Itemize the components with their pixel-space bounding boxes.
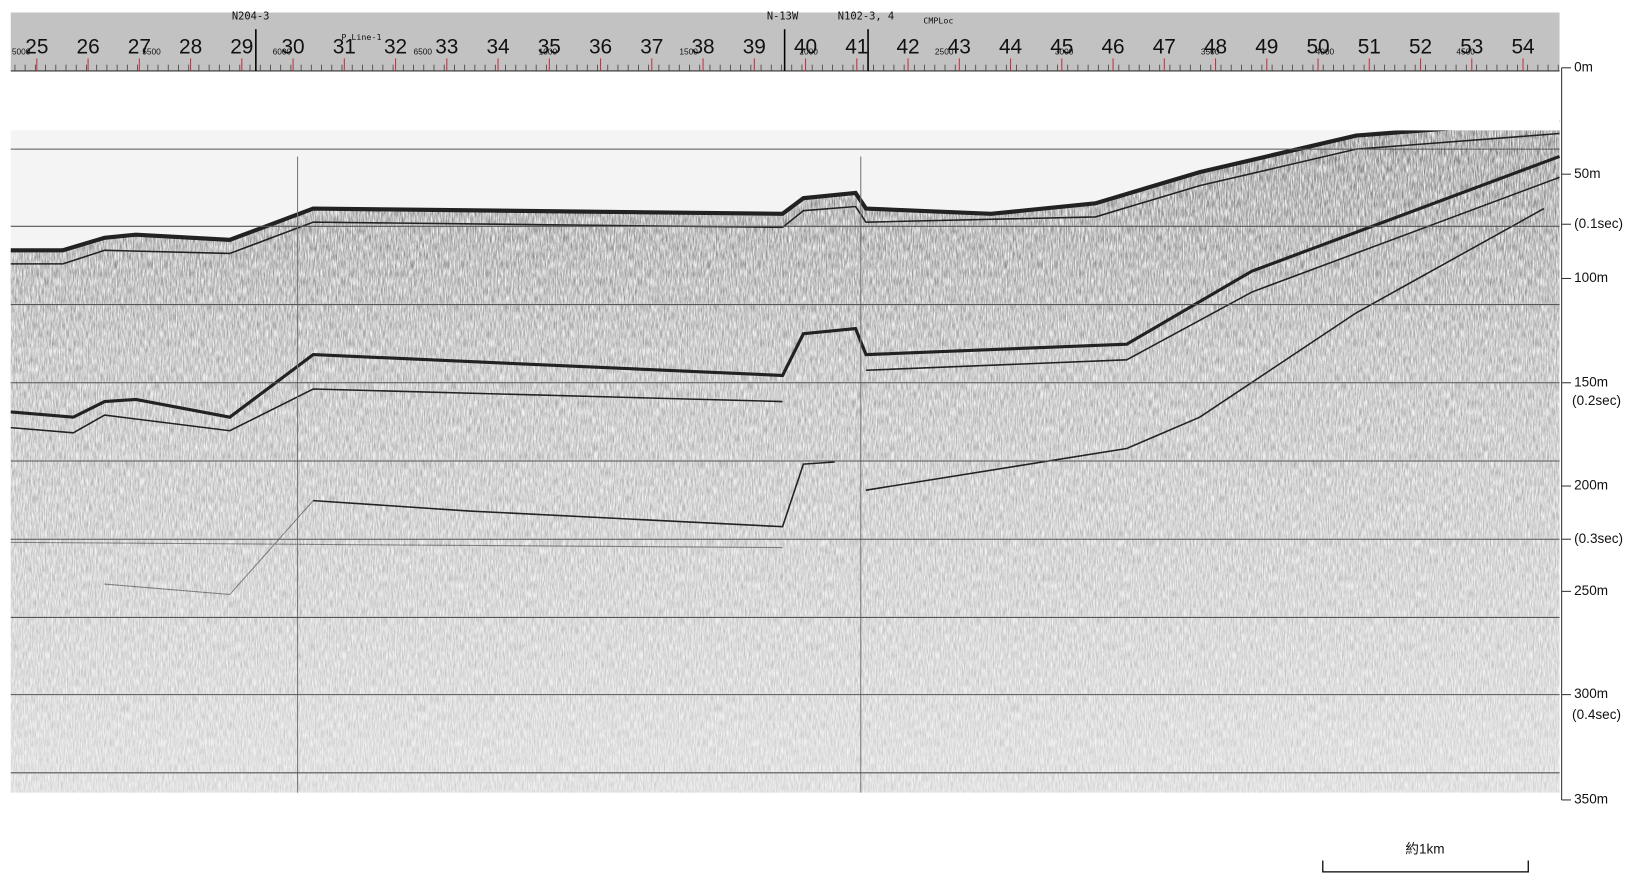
texture-fill [10,119,1560,793]
station-label: 45 [1050,35,1073,58]
horizon [10,154,1561,419]
reflectors [10,117,1561,793]
reflector [10,176,1560,434]
water-column [10,67,1560,131]
station-label: 34 [486,35,509,58]
station-label: 54 [1511,35,1534,58]
depth-label: 0m [1574,59,1593,74]
station-label: 47 [1153,35,1176,58]
scale-label: 約1km [1405,842,1444,857]
cmp-label: 4000 [1316,46,1335,56]
scale-bracket [1322,860,1529,873]
depth-label: 150m [1574,374,1608,389]
station-label: 41 [845,35,868,58]
station-label: 28 [179,35,202,58]
depth-label: (0.1sec) [1574,216,1623,231]
scale-bar: 約1km [1322,842,1529,873]
depth-label: 200m [1574,478,1608,493]
station-label: 52 [1409,35,1432,58]
station-label: 53 [1460,35,1483,58]
line-name: CMPLoc [923,15,953,25]
cmp-label: 3500 [1201,46,1220,56]
line-name: N102-3, 4 [838,11,894,23]
right-axis: 0m 50m (0.1sec) 100m 150m (0.2sec) 200m (0.3sec… [1561,59,1623,807]
trace-line [297,156,862,793]
cmp-label: 5000 [12,46,31,56]
cmp-label: 2500 [935,46,954,56]
line-name: N204-3 [232,11,270,23]
depth-label: 350m [1574,792,1608,807]
station-label: 27 [128,35,151,58]
sediment-texture [10,119,1560,793]
station-label: 44 [999,35,1022,58]
seafloor [10,117,1560,253]
depth-label: 300m [1574,686,1608,701]
depth-label: 50m [1574,166,1600,181]
depth-label: 100m [1574,270,1608,285]
station-label: 42 [896,35,919,58]
depth-label: 250m [1574,583,1608,598]
cmp-label: 1500 [679,46,698,56]
station-label: 51 [1358,35,1381,58]
station-label: 50 [1306,35,1329,58]
reflector [10,500,783,596]
horizon [313,207,1545,528]
station-label: 39 [743,35,766,58]
depth-label: (0.3sec) [1574,531,1623,546]
station-label: 48 [1204,35,1227,58]
station-label: 31 [333,35,356,58]
time-lines [10,148,1560,774]
ruler: 25 26 27 28 29 30 31 32 33 34 35 36 37 38 39 40 41 42 43 44… [12,35,1559,71]
cmp-label: 6000 [273,46,292,56]
reflector [10,132,1560,265]
station-label: 26 [76,35,99,58]
station-label: 38 [691,35,714,58]
line-name: N-13W [767,11,799,23]
depth-label: (0.4sec) [1572,707,1621,722]
station-label: 37 [640,35,663,58]
cmp-label: 4500 [1456,46,1475,56]
cmp-label: 5500 [142,46,161,56]
station-label: 49 [1255,35,1278,58]
line-name: P Line-1 [341,32,381,42]
cmp-label: 1000 [539,46,558,56]
depth-label: (0.2sec) [1572,393,1621,408]
station-label: 36 [589,35,612,58]
station-label: 29 [230,35,253,58]
cmp-label: 6500 [413,46,432,56]
cmp-label: 3000 [1055,46,1074,56]
station-label: 43 [948,35,971,58]
station-label: 40 [794,35,817,58]
station-label: 46 [1101,35,1124,58]
station-label: 32 [384,35,407,58]
line-markers [255,29,869,71]
station-label: 25 [25,35,48,58]
station-label: 35 [538,35,561,58]
station-label: 30 [281,35,304,58]
cmp-label: 2000 [799,46,818,56]
station-label: 33 [435,35,458,58]
